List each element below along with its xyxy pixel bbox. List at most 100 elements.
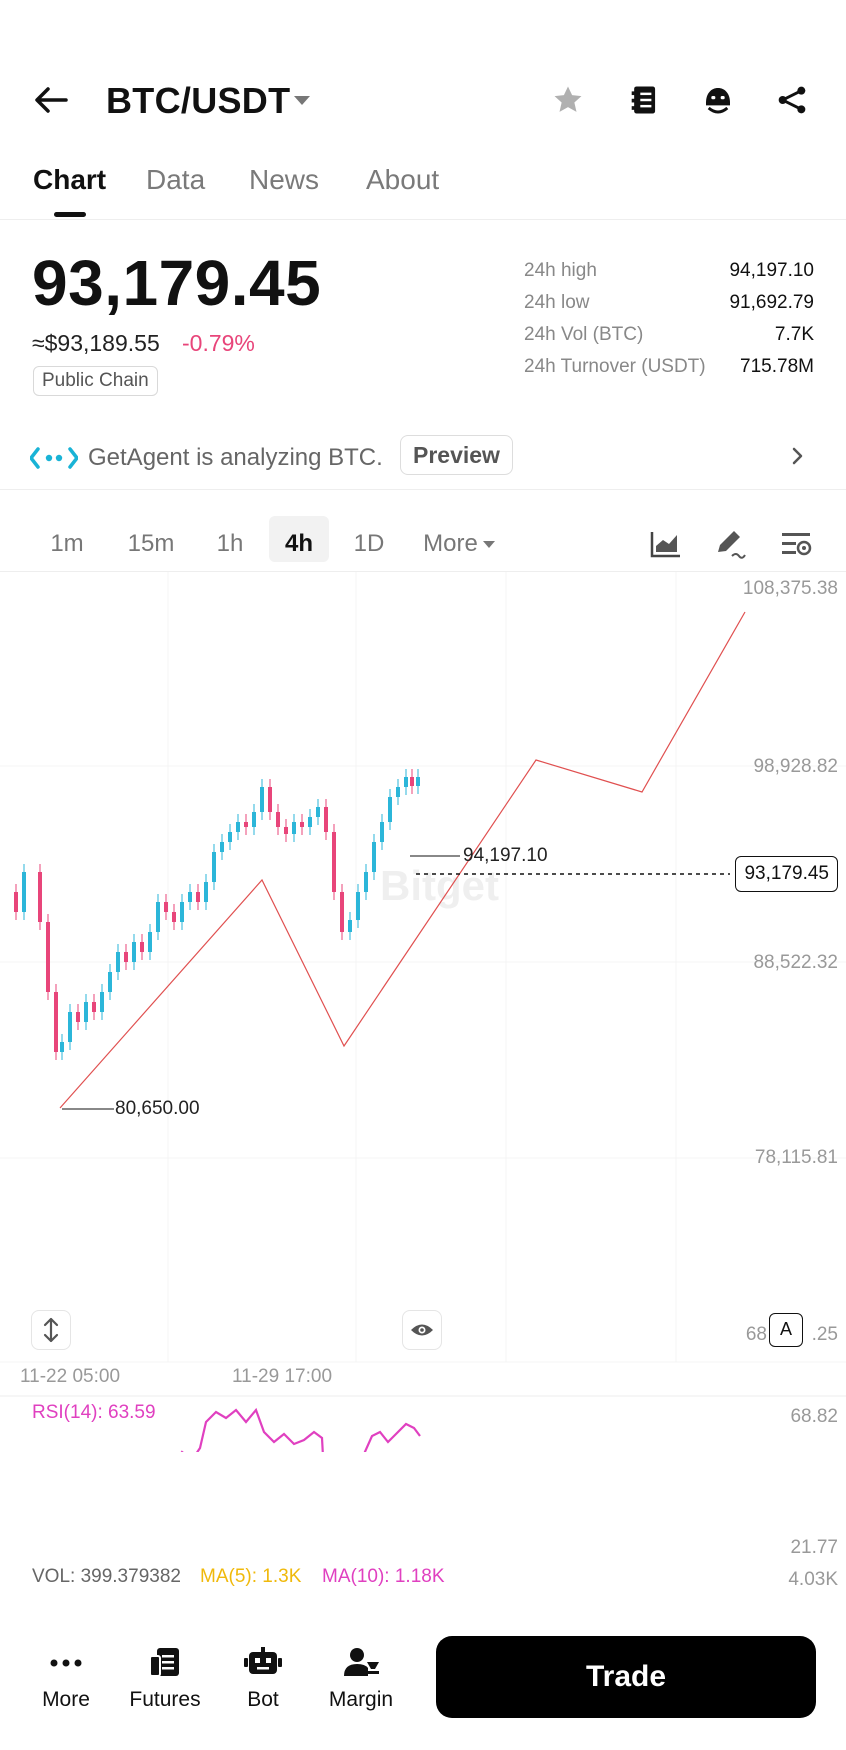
candle [188, 892, 192, 902]
x-axis-label: 11-22 05:00 [20, 1366, 121, 1387]
nav-bot[interactable]: Bot [218, 1646, 308, 1712]
more-dots-icon [50, 1659, 82, 1667]
bot-icon [244, 1647, 282, 1674]
candle [300, 822, 304, 827]
tab-news[interactable]: News [249, 164, 320, 195]
stat-24h-high: 24h high 94,197.10 [524, 260, 814, 292]
pair-title[interactable]: BTC/USDT [106, 80, 291, 121]
getagent-bar[interactable]: GetAgent is analyzing BTC. Preview [0, 430, 846, 490]
section-tabs: Chart Data News About [0, 160, 846, 220]
interval-more[interactable]: More [414, 516, 504, 562]
candle [204, 882, 208, 902]
stat-24h-volume: 24h Vol (BTC) 7.7K [524, 324, 814, 356]
getagent-logo-icon [30, 447, 78, 469]
tab-about[interactable]: About [366, 164, 440, 195]
candle [108, 972, 112, 992]
candle [356, 892, 360, 920]
nav-futures[interactable]: Futures [120, 1646, 210, 1712]
drawn-trend-line[interactable] [59, 611, 746, 1109]
visibility-button[interactable] [402, 1310, 442, 1350]
star-icon[interactable] [548, 82, 588, 118]
candle [372, 842, 376, 872]
change-percent: -0.79% [182, 330, 255, 356]
nav-label: More [42, 1688, 90, 1711]
high-annotation: 94,197.10 [463, 845, 548, 866]
candle [228, 832, 232, 842]
candle [276, 812, 280, 827]
candle [22, 872, 26, 912]
candle [388, 797, 392, 822]
stat-value: 91,692.79 [729, 292, 814, 313]
chevron-down-icon[interactable] [294, 96, 310, 105]
candle [212, 852, 216, 882]
candle [156, 902, 160, 932]
y-axis-label-tail: .25 [811, 1324, 838, 1345]
interval-15m[interactable]: 15m [127, 530, 175, 557]
nav-label: Bot [247, 1688, 279, 1711]
notebook-icon[interactable] [624, 82, 664, 118]
chart-canvas[interactable]: Bitget [0, 572, 846, 1452]
candle [38, 872, 42, 922]
interval-4h[interactable]: 4h [269, 516, 329, 562]
share-icon[interactable] [772, 82, 812, 118]
trade-button[interactable]: Trade [436, 1636, 816, 1718]
y-axis-label: 108,375.38 [742, 578, 838, 599]
candle [220, 842, 224, 852]
auto-scale-button[interactable]: A [769, 1313, 803, 1347]
candle [46, 922, 50, 992]
candle [260, 787, 264, 812]
vertical-arrows-icon [43, 1317, 59, 1343]
tab-data[interactable]: Data [146, 164, 206, 195]
candle [164, 902, 168, 912]
interval-1h[interactable]: 1h [216, 530, 244, 557]
ma5-label: MA(5): 1.3K [200, 1566, 302, 1587]
candle [340, 892, 344, 932]
active-tab-indicator [54, 212, 86, 217]
futures-icon [149, 1648, 179, 1677]
ma10-label: MA(10): 1.18K [322, 1566, 445, 1587]
nav-label: Margin [328, 1688, 394, 1711]
draw-pencil-icon[interactable] [712, 528, 748, 560]
back-arrow-icon[interactable] [32, 84, 72, 116]
candle [380, 822, 384, 842]
candle [236, 822, 240, 832]
resize-vertical-button[interactable] [31, 1310, 71, 1350]
indicator-chart-icon[interactable] [648, 528, 684, 560]
caret-down-icon [482, 541, 495, 549]
stat-24h-low: 24h low 91,692.79 [524, 292, 814, 324]
tab-chart[interactable]: Chart [33, 164, 107, 195]
public-chain-badge[interactable]: Public Chain [33, 366, 158, 396]
candle [252, 812, 256, 827]
candle [100, 992, 104, 1012]
candle [292, 822, 296, 834]
candle [76, 1012, 80, 1022]
y-axis-label: 88,522.32 [753, 952, 838, 973]
candle [268, 787, 272, 812]
interval-1d[interactable]: 1D [353, 530, 385, 557]
candle [148, 932, 152, 952]
nav-more[interactable]: More [21, 1646, 111, 1712]
chevron-right-icon[interactable] [786, 442, 810, 470]
last-price: 93,179.45 [32, 247, 322, 319]
x-axis-label: 11-29 17:00 [232, 1366, 333, 1387]
price-chart[interactable]: Bitget 108,375.38 98,928.82 88,522.32 78… [0, 572, 846, 1452]
bottom-nav: More Futures Bot Margin Trade [0, 1616, 846, 1740]
candle [14, 892, 18, 912]
vol-label: VOL: 399.379382 [32, 1566, 181, 1587]
candle [116, 952, 120, 972]
candle [348, 920, 352, 932]
vol-max-label: 4.03K [788, 1569, 838, 1590]
rsi-line [180, 1407, 421, 1452]
candle [92, 1002, 96, 1012]
chart-settings-icon[interactable] [778, 528, 814, 560]
rsi-lower-label: 21.77 [790, 1537, 838, 1558]
interval-1m[interactable]: 1m [50, 530, 84, 557]
nav-margin[interactable]: Margin [316, 1646, 406, 1712]
candle [196, 892, 200, 902]
nav-label: Futures [129, 1688, 201, 1711]
preview-button[interactable]: Preview [400, 435, 513, 475]
candle [404, 777, 408, 787]
candle [396, 787, 400, 797]
rsi-label: RSI(14): 63.59 [32, 1402, 156, 1423]
agent-bot-icon[interactable] [698, 82, 738, 118]
